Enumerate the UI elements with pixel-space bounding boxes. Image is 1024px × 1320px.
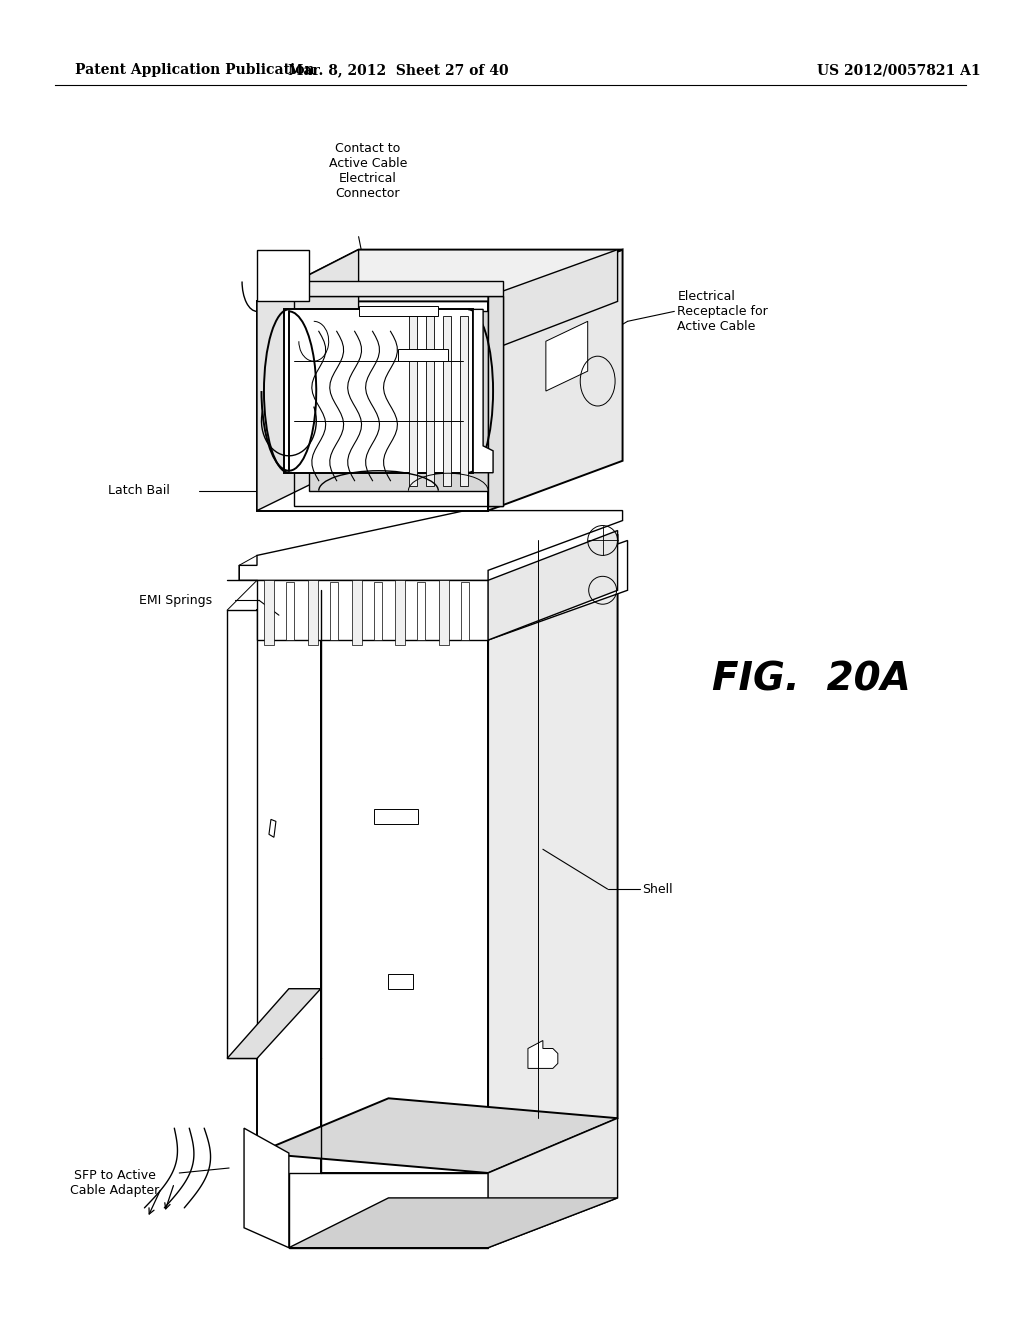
- Polygon shape: [257, 1098, 617, 1173]
- Polygon shape: [488, 536, 617, 1173]
- Polygon shape: [257, 249, 623, 301]
- Polygon shape: [308, 581, 317, 645]
- Polygon shape: [330, 582, 338, 640]
- Text: US 2012/0057821 A1: US 2012/0057821 A1: [817, 63, 980, 78]
- Polygon shape: [284, 309, 473, 473]
- Polygon shape: [488, 1118, 617, 1247]
- Polygon shape: [418, 582, 425, 640]
- Polygon shape: [257, 249, 358, 511]
- Polygon shape: [289, 313, 468, 469]
- Text: Latch Bail: Latch Bail: [108, 484, 169, 498]
- Polygon shape: [227, 989, 321, 1059]
- Polygon shape: [410, 317, 418, 486]
- Polygon shape: [426, 317, 434, 486]
- Polygon shape: [257, 249, 309, 301]
- Polygon shape: [546, 321, 588, 391]
- Text: FIG.  20A: FIG. 20A: [713, 661, 911, 698]
- Polygon shape: [269, 820, 275, 837]
- Text: Shell: Shell: [642, 883, 673, 895]
- Polygon shape: [443, 317, 452, 486]
- Polygon shape: [358, 306, 438, 317]
- Polygon shape: [460, 317, 468, 486]
- Polygon shape: [488, 531, 617, 640]
- Text: Electrical
Receptacle for
Active Cable: Electrical Receptacle for Active Cable: [677, 290, 768, 333]
- Polygon shape: [488, 297, 503, 506]
- Polygon shape: [227, 610, 257, 1059]
- Polygon shape: [286, 582, 294, 640]
- Polygon shape: [374, 809, 419, 825]
- Polygon shape: [488, 249, 617, 351]
- Polygon shape: [351, 581, 361, 645]
- Polygon shape: [473, 309, 494, 473]
- Polygon shape: [257, 301, 488, 511]
- Polygon shape: [395, 581, 406, 645]
- Polygon shape: [488, 540, 628, 640]
- Polygon shape: [439, 581, 450, 645]
- Polygon shape: [257, 610, 321, 1154]
- Polygon shape: [321, 590, 488, 1173]
- Polygon shape: [257, 581, 488, 640]
- Polygon shape: [294, 281, 503, 297]
- Polygon shape: [289, 1197, 617, 1247]
- Text: EMI Springs: EMI Springs: [139, 594, 213, 607]
- Text: Contact to
Active Cable
Electrical
Connector: Contact to Active Cable Electrical Conne…: [329, 141, 408, 199]
- Polygon shape: [528, 1040, 558, 1068]
- Text: Mar. 8, 2012  Sheet 27 of 40: Mar. 8, 2012 Sheet 27 of 40: [288, 63, 509, 78]
- Polygon shape: [239, 506, 623, 581]
- Polygon shape: [461, 582, 469, 640]
- Polygon shape: [488, 249, 623, 511]
- Polygon shape: [374, 582, 382, 640]
- Polygon shape: [264, 581, 274, 645]
- Polygon shape: [398, 350, 449, 362]
- Text: Patent Application Publication: Patent Application Publication: [75, 63, 314, 78]
- Polygon shape: [289, 1173, 488, 1247]
- Text: SFP to Active
Cable Adapter: SFP to Active Cable Adapter: [70, 1170, 159, 1197]
- Polygon shape: [388, 974, 414, 989]
- Polygon shape: [244, 1129, 289, 1247]
- Polygon shape: [309, 312, 488, 491]
